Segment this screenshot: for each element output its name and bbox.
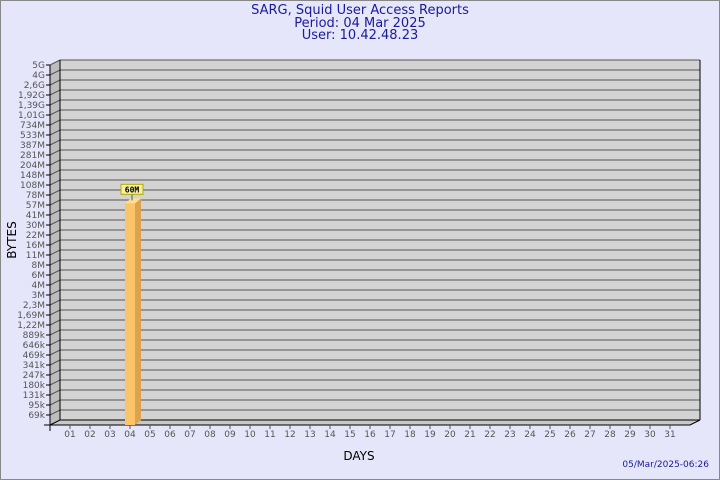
- y-tick-label: 41M: [26, 211, 45, 221]
- x-tick-label: 09: [224, 430, 236, 440]
- x-tick-label: 26: [564, 430, 576, 440]
- y-tick-label: 11M: [26, 251, 45, 261]
- x-tick-label: 11: [264, 430, 275, 440]
- x-tick-label: 05: [144, 430, 155, 440]
- x-tick-label: 31: [664, 430, 675, 440]
- y-tick-label: 6M: [32, 271, 46, 281]
- y-tick-label: 180k: [23, 381, 46, 391]
- y-tick-label: 341k: [23, 361, 46, 371]
- y-tick-label: 1,22M: [17, 321, 45, 331]
- y-tick-label: 281M: [20, 151, 45, 161]
- bar-label-box: [120, 183, 144, 195]
- x-tick-label: 28: [604, 430, 616, 440]
- x-tick-label: 18: [404, 430, 416, 440]
- y-tick-label: 30M: [26, 221, 45, 231]
- x-tick-label: 14: [324, 430, 336, 440]
- x-tick-label: 27: [584, 430, 595, 440]
- y-tick-label: 2,3M: [23, 301, 45, 311]
- x-tick-label: 15: [344, 430, 355, 440]
- x-tick-label: 10: [244, 430, 256, 440]
- bar-day-04: [125, 203, 135, 425]
- x-tick-label: 03: [104, 430, 115, 440]
- x-tick-label: 23: [504, 430, 515, 440]
- x-tick-label: 02: [84, 430, 95, 440]
- x-tick-label: 25: [544, 430, 555, 440]
- x-tick-label: 30: [644, 430, 656, 440]
- y-tick-label: 889k: [23, 331, 46, 341]
- y-tick-label: 533M: [20, 131, 45, 141]
- x-axis-label: DAYS: [343, 449, 374, 463]
- x-tick-label: 01: [64, 430, 75, 440]
- y-tick-label: 5G: [32, 61, 45, 71]
- chart-title: SARG, Squid User Access Reports: [251, 3, 469, 18]
- x-tick-label: 07: [184, 430, 195, 440]
- bar-top: [125, 198, 141, 204]
- y-tick-label: 204M: [20, 161, 45, 171]
- x-tick-label: 08: [204, 430, 216, 440]
- y-tick-label: 2,6G: [24, 81, 45, 91]
- y-tick-label: 734M: [20, 121, 45, 131]
- bar-side: [135, 198, 141, 425]
- x-tick-label: 20: [444, 430, 456, 440]
- y-tick-label: 469k: [23, 351, 46, 361]
- y-tick-label: 148M: [20, 171, 45, 181]
- x-tick-label: 04: [124, 430, 136, 440]
- x-tick-label: 16: [364, 430, 376, 440]
- generated-timestamp: 05/Mar/2025-06:26: [622, 460, 709, 470]
- y-tick-label: 1,39G: [18, 101, 45, 111]
- x-tick-label: 24: [524, 430, 536, 440]
- x-tick-label: 29: [624, 430, 636, 440]
- y-tick-label: 78M: [26, 191, 45, 201]
- x-tick-label: 22: [484, 430, 495, 440]
- y-tick-label: 247k: [23, 371, 46, 381]
- y-tick-label: 1,01G: [18, 111, 45, 121]
- bar-data-label: 60M: [125, 185, 140, 194]
- y-tick-label: 1,69M: [17, 311, 45, 321]
- y-tick-label: 3M: [32, 291, 46, 301]
- y-tick-label: 95k: [28, 401, 45, 411]
- x-tick-label: 13: [304, 430, 315, 440]
- x-tick-label: 17: [384, 430, 395, 440]
- y-tick-label: 1,92G: [18, 91, 45, 101]
- x-tick-label: 19: [424, 430, 436, 440]
- y-tick-label: 4M: [32, 281, 46, 291]
- x-tick-label: 06: [164, 430, 176, 440]
- y-tick-label: 16M: [26, 241, 45, 251]
- y-tick-label: 4G: [32, 71, 45, 81]
- y-tick-label: 57M: [26, 201, 45, 211]
- y-tick-label: 22M: [26, 231, 45, 241]
- y-tick-label: 108M: [20, 181, 45, 191]
- y-axis-label: BYTES: [5, 221, 19, 258]
- y-tick-label: 8M: [32, 261, 46, 271]
- y-tick-label: 131k: [23, 391, 46, 401]
- y-tick-label: 646k: [23, 341, 46, 351]
- chart-period: Period: 04 Mar 2025: [294, 16, 426, 31]
- chart-user: User: 10.42.48.23: [301, 28, 419, 43]
- plot-floor: [49, 419, 701, 426]
- y-tick-label: 387M: [20, 141, 45, 151]
- x-tick-label: 12: [284, 430, 295, 440]
- y-tick-label: 69k: [28, 411, 45, 421]
- x-tick-label: 21: [464, 430, 475, 440]
